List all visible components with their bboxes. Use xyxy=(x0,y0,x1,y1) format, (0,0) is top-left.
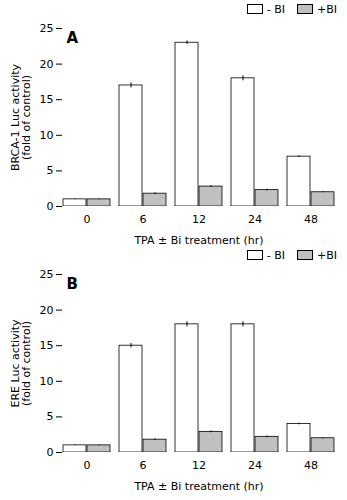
html-text:- BI: - BI xyxy=(266,248,285,262)
svg-text:6: 6 xyxy=(140,213,147,226)
svg-text:24: 24 xyxy=(248,213,262,226)
html-text:+BI: +BI xyxy=(317,248,337,262)
html-text:+BI: +BI xyxy=(317,2,337,16)
svg-text:20: 20 xyxy=(40,58,54,71)
svg-text:ERE Luc activity(fold of contr: ERE Luc activity(fold of control) xyxy=(9,319,33,408)
svg-text:0: 0 xyxy=(84,459,91,472)
svg-text:TPA ± Bi treatment (hr): TPA ± Bi treatment (hr) xyxy=(133,234,263,247)
svg-text:12: 12 xyxy=(192,213,206,226)
svg-text:25: 25 xyxy=(40,268,54,281)
svg-text:24: 24 xyxy=(248,459,262,472)
svg-text:5: 5 xyxy=(47,410,54,423)
svg-text:BRCA-1 Luc activity(fold of co: BRCA-1 Luc activity(fold of control) xyxy=(9,63,33,171)
svg-text:20: 20 xyxy=(40,304,54,317)
svg-text:TPA ± Bi treatment (hr): TPA ± Bi treatment (hr) xyxy=(133,480,263,493)
svg-text:10: 10 xyxy=(40,375,54,388)
svg-text:0: 0 xyxy=(47,200,54,213)
svg-text:15: 15 xyxy=(40,93,54,106)
svg-text:5: 5 xyxy=(47,164,54,177)
svg-text:10: 10 xyxy=(40,129,54,142)
svg-text:6: 6 xyxy=(140,459,147,472)
svg-text:A: A xyxy=(67,29,79,47)
svg-text:0: 0 xyxy=(84,213,91,226)
svg-text:48: 48 xyxy=(304,213,318,226)
svg-text:B: B xyxy=(67,275,78,293)
svg-text:0: 0 xyxy=(47,446,54,459)
svg-text:15: 15 xyxy=(40,339,54,352)
svg-text:12: 12 xyxy=(192,459,206,472)
svg-text:48: 48 xyxy=(304,459,318,472)
svg-text:25: 25 xyxy=(40,22,54,35)
html-text:- BI: - BI xyxy=(266,2,285,16)
